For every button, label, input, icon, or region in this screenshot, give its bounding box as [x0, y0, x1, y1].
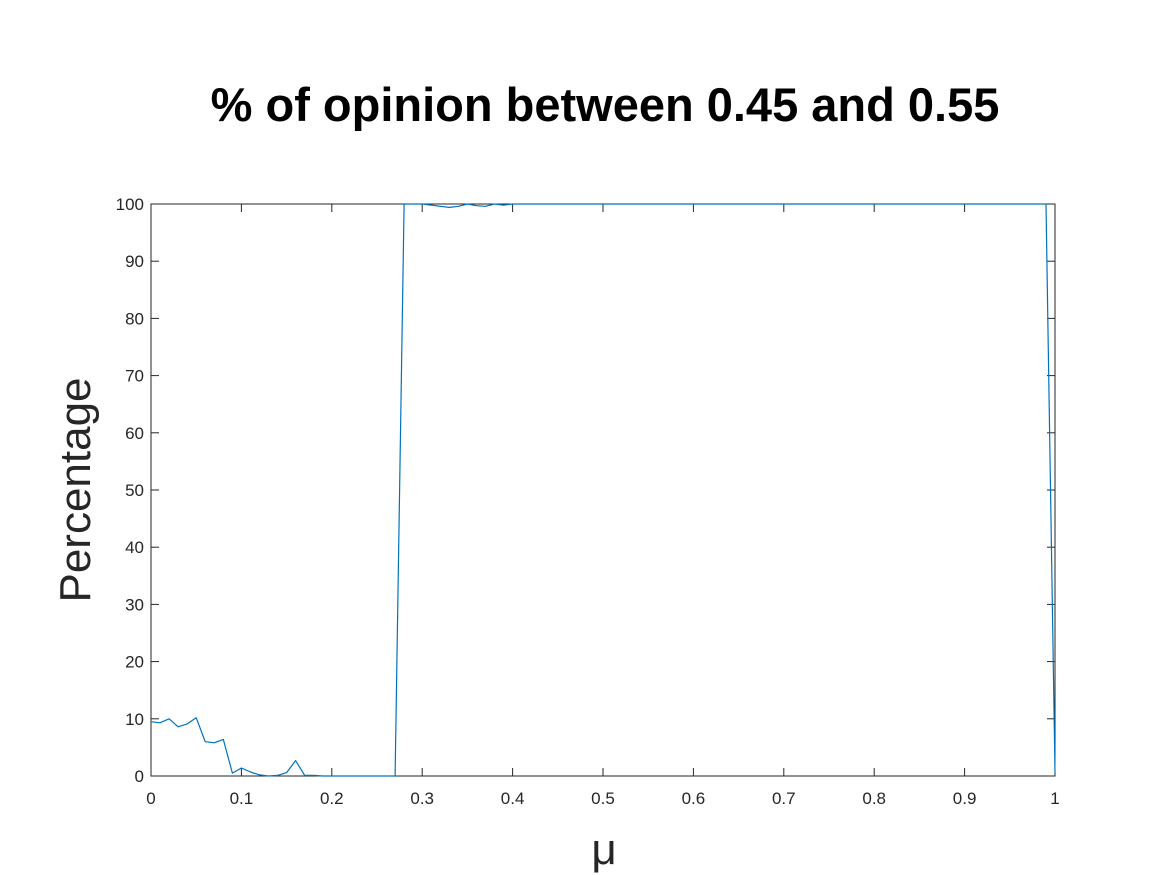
- x-axis-ticks: 0 0.1 0.2 0.3 0.4 0.5 0.6 0.7 0.8 0.9 1: [146, 204, 1060, 808]
- y-tick-label: 10: [125, 710, 144, 729]
- x-tick-label: 0.4: [501, 789, 525, 808]
- y-tick-label: 30: [125, 595, 144, 614]
- y-tick-label: 80: [125, 309, 144, 328]
- x-tick-label: 0: [146, 789, 155, 808]
- y-tick-label: 60: [125, 424, 144, 443]
- x-tick-label: 0.3: [410, 789, 434, 808]
- y-tick-label: 70: [125, 367, 144, 386]
- chart-title: % of opinion between 0.45 and 0.55: [211, 78, 1000, 131]
- x-tick-label: 0.8: [862, 789, 886, 808]
- series-line: [150, 203, 1056, 777]
- x-tick-label: 0.1: [230, 789, 254, 808]
- x-tick-label: 1: [1050, 789, 1059, 808]
- plot-frame: [150, 203, 1056, 777]
- y-tick-label: 50: [125, 481, 144, 500]
- x-axis-label: μ: [591, 825, 616, 874]
- y-axis-ticks: 0 10 20 30 40 50 60 70 80 90 100: [116, 195, 1055, 786]
- y-tick-label: 0: [135, 767, 144, 786]
- y-tick-label: 100: [116, 195, 144, 214]
- x-tick-label: 0.9: [953, 789, 977, 808]
- x-tick-label: 0.5: [591, 789, 615, 808]
- y-tick-label: 20: [125, 653, 144, 672]
- x-tick-label: 0.7: [772, 789, 796, 808]
- y-tick-label: 40: [125, 538, 144, 557]
- y-axis-label: Percentage: [51, 377, 100, 602]
- x-tick-label: 0.2: [320, 789, 344, 808]
- y-tick-label: 90: [125, 252, 144, 271]
- series-layer: [150, 203, 1056, 777]
- plot-area: [150, 203, 1056, 777]
- x-tick-label: 0.6: [682, 789, 706, 808]
